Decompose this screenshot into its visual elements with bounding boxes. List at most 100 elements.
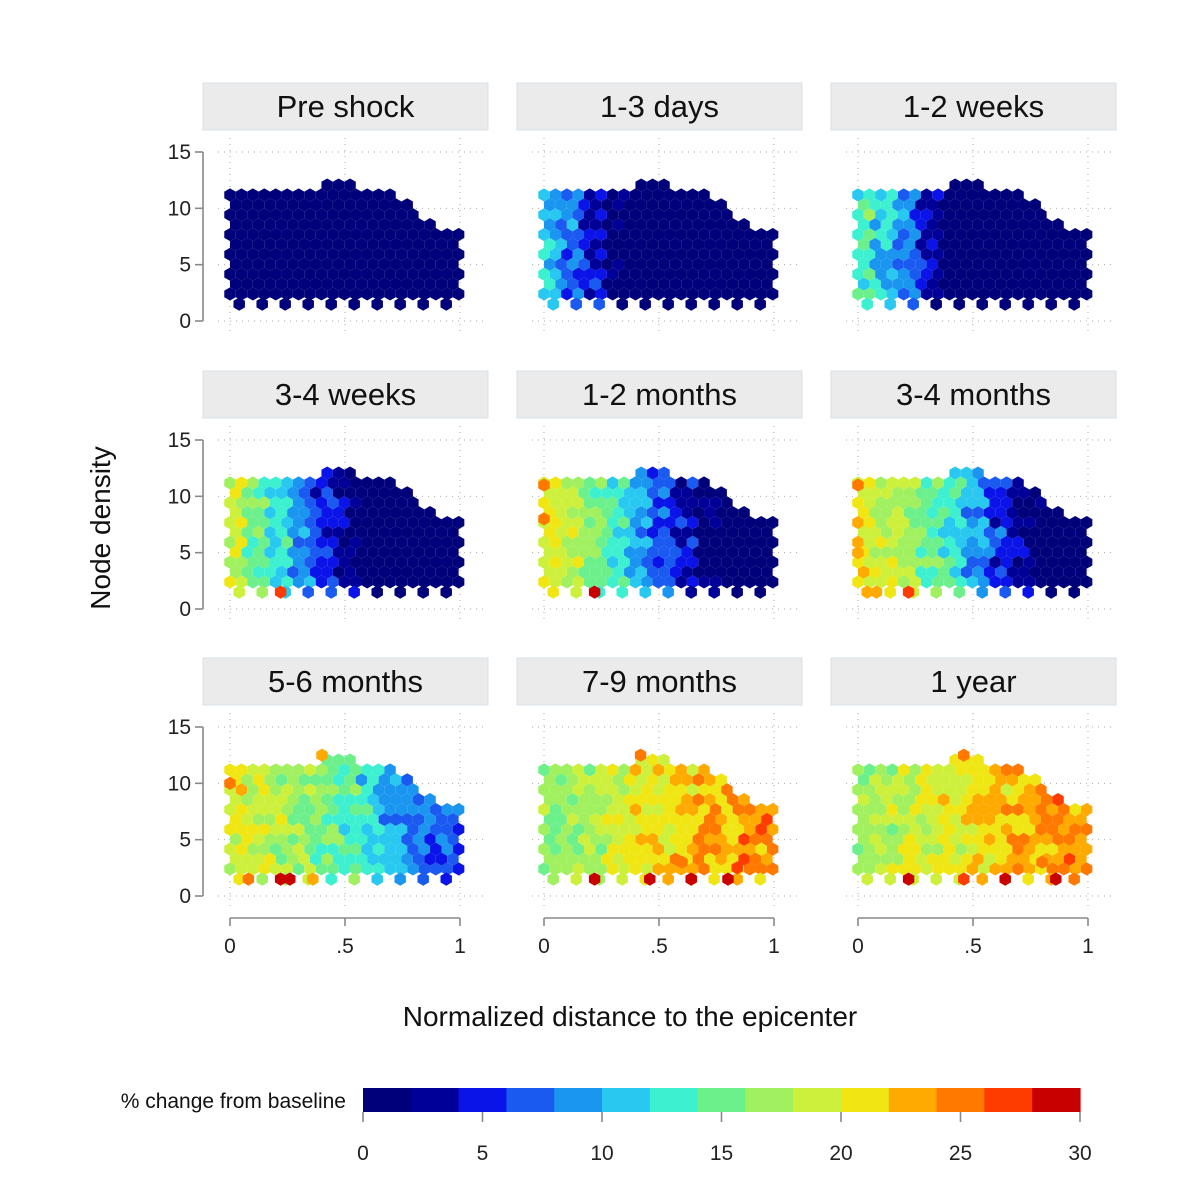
facet-title: Pre shock bbox=[277, 89, 415, 124]
hex-bin bbox=[372, 842, 385, 856]
hex-bin bbox=[995, 812, 1007, 827]
hex-bin bbox=[440, 872, 452, 886]
hex-bin bbox=[715, 525, 727, 540]
hex-bin bbox=[989, 555, 1001, 569]
hex-bin bbox=[932, 763, 944, 777]
hex-bin bbox=[755, 267, 767, 281]
hex-bin bbox=[344, 257, 356, 271]
hex-bin bbox=[698, 822, 710, 836]
legend-swatches bbox=[363, 1088, 1081, 1112]
hex-bin bbox=[401, 198, 413, 212]
hex-bin bbox=[224, 227, 236, 242]
hex-bin bbox=[384, 862, 396, 876]
hex-bin bbox=[561, 287, 573, 301]
hex-bin bbox=[761, 832, 773, 846]
hex-bin bbox=[555, 793, 567, 807]
hex-bin bbox=[287, 773, 299, 787]
hex-bin bbox=[361, 783, 373, 797]
hex-bin bbox=[298, 545, 311, 559]
hex-bin bbox=[898, 188, 910, 202]
hex-bin bbox=[372, 783, 385, 797]
hex-bin bbox=[572, 515, 585, 530]
hex-bin bbox=[292, 515, 305, 530]
hex-bin bbox=[709, 515, 722, 530]
hex-bin-hot bbox=[538, 478, 550, 492]
hex-bin bbox=[658, 773, 670, 787]
hex-bin bbox=[664, 535, 676, 549]
hex-bin bbox=[989, 783, 1001, 797]
hex-bin bbox=[258, 842, 271, 856]
hex-bin bbox=[1018, 198, 1030, 212]
hex-bin bbox=[1035, 267, 1047, 281]
hex-bin bbox=[646, 257, 659, 271]
hex-bin bbox=[555, 565, 567, 579]
hex-bin bbox=[943, 783, 956, 797]
hex-bin bbox=[572, 227, 585, 242]
hex-bin bbox=[241, 198, 253, 212]
hex-bin bbox=[652, 476, 665, 490]
hex-bin-hot bbox=[999, 872, 1011, 886]
hex-bin-hot bbox=[731, 861, 743, 875]
hex-bin bbox=[371, 297, 383, 311]
hex-bin bbox=[584, 802, 596, 817]
hex-bin bbox=[685, 297, 697, 311]
hex-bin bbox=[287, 486, 299, 500]
hex-bin bbox=[384, 496, 396, 510]
hex-bin bbox=[761, 525, 773, 540]
hex-bin bbox=[903, 773, 916, 787]
hex-bin bbox=[972, 237, 984, 252]
facet-title: 1-3 days bbox=[600, 89, 719, 124]
hex-bin bbox=[258, 822, 271, 836]
hex-bin bbox=[658, 852, 670, 866]
hex-bin bbox=[332, 237, 345, 252]
hex-bin bbox=[709, 247, 722, 261]
hex-bin bbox=[664, 862, 676, 876]
hex-bin bbox=[629, 842, 642, 856]
hex-bin bbox=[1023, 208, 1036, 222]
hex-bin bbox=[606, 496, 619, 510]
hex-bin bbox=[258, 862, 271, 876]
x-tick-label: .5 bbox=[336, 935, 354, 958]
hex-bin bbox=[1000, 842, 1013, 856]
hex-bin bbox=[252, 257, 265, 271]
hex-bin bbox=[966, 842, 979, 856]
hex-bin bbox=[732, 555, 745, 569]
hex-bin bbox=[766, 515, 779, 530]
hex-bin bbox=[321, 793, 333, 807]
hex-bin bbox=[972, 218, 984, 232]
hex-bin bbox=[281, 575, 293, 589]
hex-bin bbox=[1063, 545, 1076, 559]
hex-bin bbox=[417, 585, 429, 599]
hex-bin bbox=[1023, 227, 1036, 242]
hex-bin bbox=[686, 822, 699, 836]
hex-bin bbox=[355, 506, 368, 520]
hex-bin bbox=[247, 842, 259, 856]
hex-bin bbox=[858, 277, 870, 291]
hex-bin bbox=[561, 575, 573, 589]
hex-bin bbox=[561, 822, 573, 836]
hex-bin bbox=[601, 277, 613, 291]
hex-bin bbox=[1018, 486, 1030, 500]
hex-bin bbox=[412, 506, 425, 520]
hex-bin bbox=[338, 188, 351, 202]
hex-bin bbox=[424, 852, 436, 866]
hex-bin bbox=[606, 842, 619, 856]
hex-bin bbox=[1035, 496, 1047, 510]
hex-bin bbox=[327, 287, 339, 301]
hex-bin bbox=[367, 852, 379, 866]
hex-bin bbox=[544, 793, 556, 807]
hex-bin bbox=[252, 486, 265, 500]
hex-bin bbox=[966, 496, 979, 510]
hex-bin bbox=[989, 247, 1001, 261]
hex-bin bbox=[371, 872, 383, 886]
hex-bin bbox=[372, 476, 385, 490]
hex-bin bbox=[606, 227, 619, 242]
hex-bin bbox=[652, 267, 665, 281]
hex-bin bbox=[1063, 852, 1076, 866]
hex-bin bbox=[348, 585, 360, 599]
hex-bin bbox=[966, 822, 979, 836]
hex-bin bbox=[538, 208, 550, 222]
hex-bin bbox=[949, 793, 961, 807]
hex-bin bbox=[256, 872, 268, 886]
hex-bin bbox=[1006, 506, 1019, 520]
